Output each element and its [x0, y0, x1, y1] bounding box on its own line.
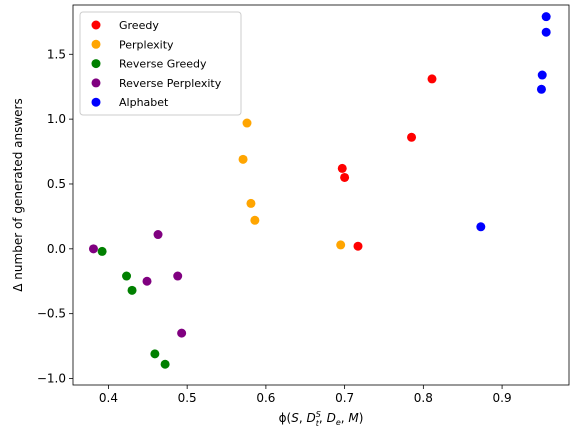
- point-alphabet: [476, 222, 486, 232]
- point-perplexity: [242, 118, 252, 128]
- point-reverse-greedy: [127, 285, 137, 295]
- legend: Greedy Perplexity Reverse Greedy Reverse Pe…: [79, 11, 242, 116]
- point-perplexity: [250, 215, 260, 225]
- x-tick-label: 0.6: [256, 391, 275, 405]
- point-reverse-greedy: [160, 359, 170, 369]
- point-alphabet: [537, 70, 547, 80]
- point-reverse-greedy: [122, 271, 132, 281]
- point-reverse-perplexity: [153, 230, 163, 240]
- x-tick-label: 0.4: [99, 391, 118, 405]
- legend-marker: [91, 97, 101, 107]
- point-alphabet: [536, 84, 546, 94]
- x-tick-label: 0.5: [178, 391, 197, 405]
- x-axis-label: ϕ(S, DS t, De, M): [279, 410, 364, 428]
- point-reverse-perplexity: [173, 271, 183, 281]
- legend-label: Greedy: [119, 19, 159, 32]
- x-tick-label: 0.7: [335, 391, 354, 405]
- legend-marker: [91, 39, 101, 49]
- y-tick-label: 0.5: [47, 177, 66, 191]
- point-alphabet: [541, 27, 551, 37]
- point-alphabet: [541, 12, 551, 22]
- legend-box: [79, 11, 242, 116]
- legend-marker: [91, 78, 101, 88]
- y-tick-label: −1.0: [37, 372, 66, 386]
- legend-label: Alphabet: [119, 96, 169, 109]
- y-tick-label: −0.5: [37, 307, 66, 321]
- point-perplexity: [238, 154, 248, 164]
- legend-marker: [91, 59, 101, 69]
- y-axis-label: Δ number of generated answers: [11, 98, 25, 291]
- legend-label: Reverse Greedy: [119, 58, 207, 71]
- legend-label: Reverse Perplexity: [119, 77, 222, 90]
- point-perplexity: [336, 240, 346, 250]
- point-reverse-greedy: [150, 349, 160, 359]
- point-greedy: [337, 163, 347, 173]
- point-reverse-perplexity: [142, 276, 152, 286]
- point-reverse-perplexity: [177, 328, 187, 338]
- legend-marker: [91, 20, 101, 30]
- point-greedy: [353, 241, 363, 251]
- data-points: [88, 12, 551, 369]
- y-tick-label: 1.0: [47, 112, 66, 126]
- point-greedy: [340, 172, 350, 182]
- point-greedy: [407, 132, 417, 142]
- x-tick-label: 0.9: [493, 391, 512, 405]
- legend-label: Perplexity: [119, 38, 174, 51]
- point-greedy: [427, 74, 437, 84]
- axis-ticks: 0.4 0.5 0.6 0.7 0.8 0.9 −1.0 −0.5 0.0 0.5 1.0 1.5: [37, 47, 512, 405]
- point-perplexity: [246, 198, 256, 208]
- x-tick-label: 0.8: [414, 391, 433, 405]
- y-tick-label: 0.0: [47, 242, 66, 256]
- point-reverse-greedy: [97, 246, 107, 256]
- y-tick-label: 1.5: [47, 47, 66, 61]
- point-reverse-perplexity: [88, 244, 98, 254]
